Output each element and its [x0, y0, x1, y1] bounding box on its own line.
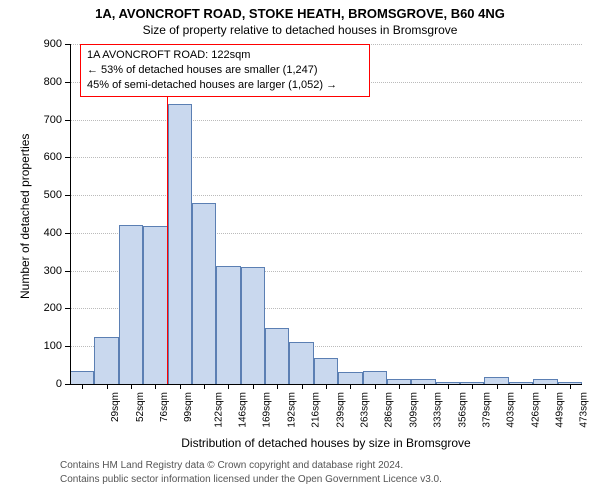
chart-title: 1A, AVONCROFT ROAD, STOKE HEATH, BROMSGR…	[0, 0, 600, 21]
annotation-box: 1A AVONCROFT ROAD: 122sqm ← 53% of detac…	[80, 44, 370, 97]
histogram-bar	[314, 358, 338, 384]
x-tick-mark	[155, 384, 156, 389]
histogram-bar	[119, 225, 143, 384]
x-tick-mark	[180, 384, 181, 389]
histogram-bar	[143, 226, 167, 384]
x-tick-mark	[497, 384, 498, 389]
grid-line	[70, 120, 582, 121]
x-tick-mark	[253, 384, 254, 389]
x-tick-mark	[131, 384, 132, 389]
x-tick-label: 52sqm	[135, 392, 146, 422]
annotation-line-1: 1A AVONCROFT ROAD: 122sqm	[87, 48, 363, 63]
y-tick-label: 0	[34, 378, 62, 390]
x-tick-mark	[448, 384, 449, 389]
x-tick-label: 286sqm	[384, 392, 395, 428]
x-tick-label: 146sqm	[238, 392, 249, 428]
histogram-bar	[484, 377, 508, 384]
y-tick-label: 200	[34, 302, 62, 314]
chart-subtitle: Size of property relative to detached ho…	[0, 21, 600, 37]
x-tick-mark	[326, 384, 327, 389]
x-tick-label: 192sqm	[286, 392, 297, 428]
x-tick-label: 379sqm	[481, 392, 492, 428]
x-tick-mark	[350, 384, 351, 389]
x-tick-label: 76sqm	[159, 392, 170, 422]
annotation-line-2: ← 53% of detached houses are smaller (1,…	[87, 63, 363, 78]
chart-container: 1A, AVONCROFT ROAD, STOKE HEATH, BROMSGR…	[0, 0, 600, 500]
grid-line	[70, 195, 582, 196]
x-tick-label: 449sqm	[555, 392, 566, 428]
grid-line	[70, 157, 582, 158]
x-tick-label: 169sqm	[262, 392, 273, 428]
y-tick-label: 300	[34, 265, 62, 277]
y-tick-label: 600	[34, 151, 62, 163]
y-tick-label: 900	[34, 38, 62, 50]
x-tick-mark	[204, 384, 205, 389]
x-tick-mark	[277, 384, 278, 389]
annotation-line-3: 45% of semi-detached houses are larger (…	[87, 78, 363, 93]
x-tick-mark	[472, 384, 473, 389]
x-tick-label: 216sqm	[311, 392, 322, 428]
y-tick-label: 400	[34, 227, 62, 239]
y-tick-label: 100	[34, 340, 62, 352]
histogram-bar	[338, 372, 362, 384]
x-tick-mark	[302, 384, 303, 389]
x-tick-mark	[107, 384, 108, 389]
x-tick-mark	[521, 384, 522, 389]
x-tick-label: 426sqm	[530, 392, 541, 428]
y-tick-label: 500	[34, 189, 62, 201]
x-tick-mark	[570, 384, 571, 389]
footer-line-1: Contains HM Land Registry data © Crown c…	[60, 460, 403, 471]
x-tick-label: 309sqm	[408, 392, 419, 428]
x-axis-label: Distribution of detached houses by size …	[70, 436, 582, 450]
x-tick-mark	[545, 384, 546, 389]
y-axis-label: Number of detached properties	[18, 134, 32, 299]
histogram-bar	[70, 371, 94, 384]
histogram-bar	[289, 342, 313, 384]
x-tick-label: 239sqm	[335, 392, 346, 428]
x-tick-mark	[424, 384, 425, 389]
x-tick-label: 122sqm	[213, 392, 224, 428]
x-tick-mark	[82, 384, 83, 389]
x-tick-label: 473sqm	[579, 392, 590, 428]
y-tick-label: 800	[34, 76, 62, 88]
histogram-bar	[363, 371, 387, 384]
x-tick-mark	[228, 384, 229, 389]
x-tick-label: 356sqm	[457, 392, 468, 428]
x-tick-label: 263sqm	[360, 392, 371, 428]
histogram-bar	[168, 104, 192, 384]
x-tick-label: 403sqm	[506, 392, 517, 428]
x-tick-label: 333sqm	[433, 392, 444, 428]
x-tick-label: 29sqm	[110, 392, 121, 422]
histogram-bar	[94, 337, 118, 384]
y-axis-line	[70, 44, 71, 384]
y-tick-label: 700	[34, 114, 62, 126]
histogram-bar	[241, 267, 265, 384]
x-tick-mark	[399, 384, 400, 389]
histogram-bar	[265, 328, 289, 384]
histogram-bar	[216, 266, 240, 384]
footer-line-2: Contains public sector information licen…	[60, 474, 442, 485]
x-tick-label: 99sqm	[183, 392, 194, 422]
histogram-bar	[192, 203, 216, 384]
x-tick-mark	[375, 384, 376, 389]
